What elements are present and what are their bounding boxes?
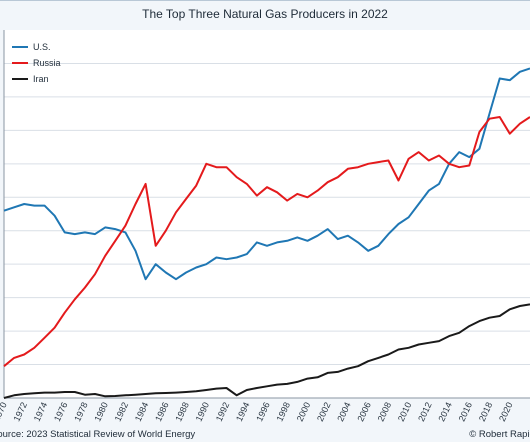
x-tick-label-2000: 2000 (295, 401, 313, 423)
x-tick-label-1990: 1990 (194, 401, 212, 423)
x-tick-label-1970: 1970 (0, 401, 9, 423)
plot-area (4, 30, 530, 398)
x-tick-label-1982: 1982 (113, 401, 131, 423)
x-tick-label-1988: 1988 (173, 401, 191, 423)
x-tick-label-2020: 2020 (497, 401, 515, 423)
x-tick-label-1998: 1998 (275, 401, 293, 423)
series-line-russia (3, 116, 530, 367)
series-line-iran (3, 303, 530, 399)
series-line-us (3, 67, 530, 281)
chart-title: The Top Three Natural Gas Producers in 2… (142, 7, 388, 21)
x-tick-label-1972: 1972 (12, 401, 30, 423)
legend-label-us: U.S. (33, 42, 51, 52)
x-tick-label-2018: 2018 (477, 401, 495, 423)
x-tick-label-2008: 2008 (376, 401, 394, 423)
legend-label-iran: Iran (33, 74, 49, 84)
x-tick-label-1986: 1986 (153, 401, 171, 423)
x-tick-label-1996: 1996 (254, 401, 272, 423)
x-tick-label-2014: 2014 (436, 401, 454, 423)
x-tick-label-2016: 2016 (457, 401, 475, 423)
legend-label-russia: Russia (33, 58, 61, 68)
credit-note: © Robert Rapier (469, 429, 530, 440)
source-note: Source: 2023 Statistical Review of World… (0, 429, 196, 440)
x-tick-label-2010: 2010 (396, 401, 414, 423)
x-tick-label-1978: 1978 (72, 401, 90, 423)
x-tick-label-1980: 1980 (92, 401, 110, 423)
x-tick-label-2006: 2006 (355, 401, 373, 423)
x-tick-label-1994: 1994 (234, 401, 252, 423)
x-tick-label-2004: 2004 (335, 401, 353, 423)
x-tick-label-2002: 2002 (315, 401, 333, 423)
x-tick-label-1976: 1976 (52, 401, 70, 423)
x-tick-label-2012: 2012 (416, 401, 434, 423)
x-tick-label-1974: 1974 (32, 401, 50, 423)
x-tick-label-1992: 1992 (214, 401, 232, 423)
x-tick-label-1984: 1984 (133, 401, 151, 423)
